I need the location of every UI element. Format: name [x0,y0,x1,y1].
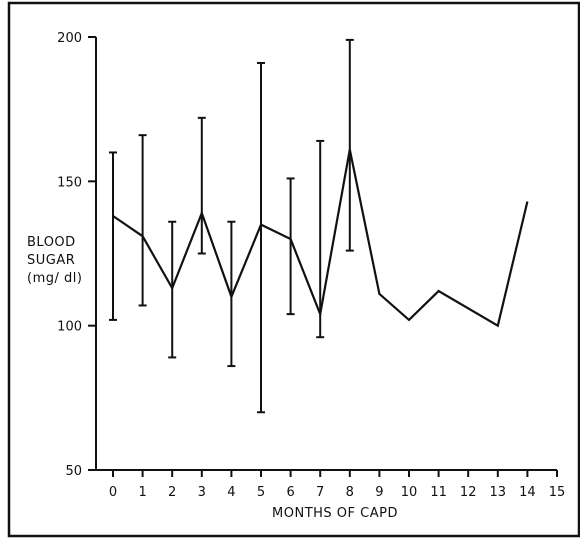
x-tick-label: 4 [227,485,235,500]
axes [95,37,557,471]
y-tick-label: 50 [65,464,82,479]
x-tick-label: 15 [549,485,566,500]
y-tick-label: 100 [57,320,82,335]
x-ticks: 0 1 2 3 4 5 6 7 8 9 10 11 12 13 14 15 [109,470,565,500]
x-tick-label: 13 [490,485,507,500]
y-axis-title-line-2: SUGAR [27,253,75,268]
x-tick-label: 7 [316,485,324,500]
x-tick-label: 8 [346,485,354,500]
x-tick-label: 1 [138,485,146,500]
y-axis-title-line-3: (mg/ dl) [27,271,82,286]
x-tick-label: 9 [375,485,383,500]
error-bars [109,38,354,414]
x-tick-label: 14 [519,485,536,500]
x-tick-label: 12 [460,485,477,500]
series [112,149,529,328]
y-ticks: 50 100 150 200 [57,31,96,479]
y-tick-label: 150 [57,175,82,190]
x-tick-label: 2 [168,485,176,500]
blood-sugar-line [112,149,529,328]
x-tick-label: 11 [430,485,447,500]
x-tick-label: 10 [401,485,418,500]
x-tick-label: 5 [257,485,265,500]
figure-frame [7,1,580,538]
y-tick-label: 200 [57,31,82,46]
x-tick-label: 0 [109,485,117,500]
x-tick-label: 6 [286,485,294,500]
y-axis-title-line-1: BLOOD [27,235,76,250]
x-tick-label: 3 [198,485,206,500]
x-axis-title: MONTHS OF CAPD [272,506,398,521]
